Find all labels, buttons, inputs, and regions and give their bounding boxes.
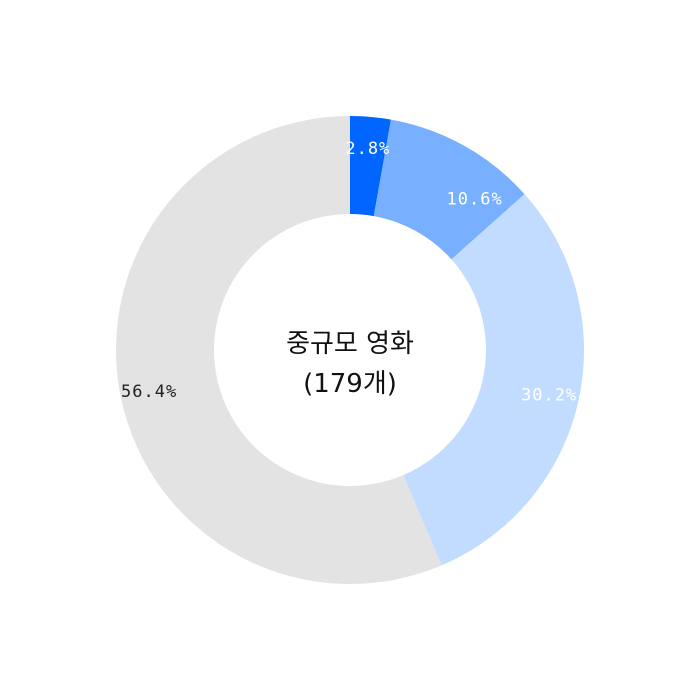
donut-slice xyxy=(373,119,525,260)
slice-label: 30.2% xyxy=(521,386,577,406)
donut-slice xyxy=(350,116,391,217)
slice-label: 56.4% xyxy=(121,382,177,402)
slice-label: 2.8% xyxy=(345,139,390,159)
center-label-line1: 중규모 영화 xyxy=(286,329,414,359)
slice-labels-group: 2.8% 10.6% 30.2% 56.4% xyxy=(121,139,577,406)
center-label-line2: (179개) xyxy=(303,369,397,399)
slice-label: 10.6% xyxy=(447,190,503,210)
slices-group xyxy=(116,116,585,585)
donut-slice xyxy=(403,194,585,566)
donut-slice xyxy=(116,116,442,585)
